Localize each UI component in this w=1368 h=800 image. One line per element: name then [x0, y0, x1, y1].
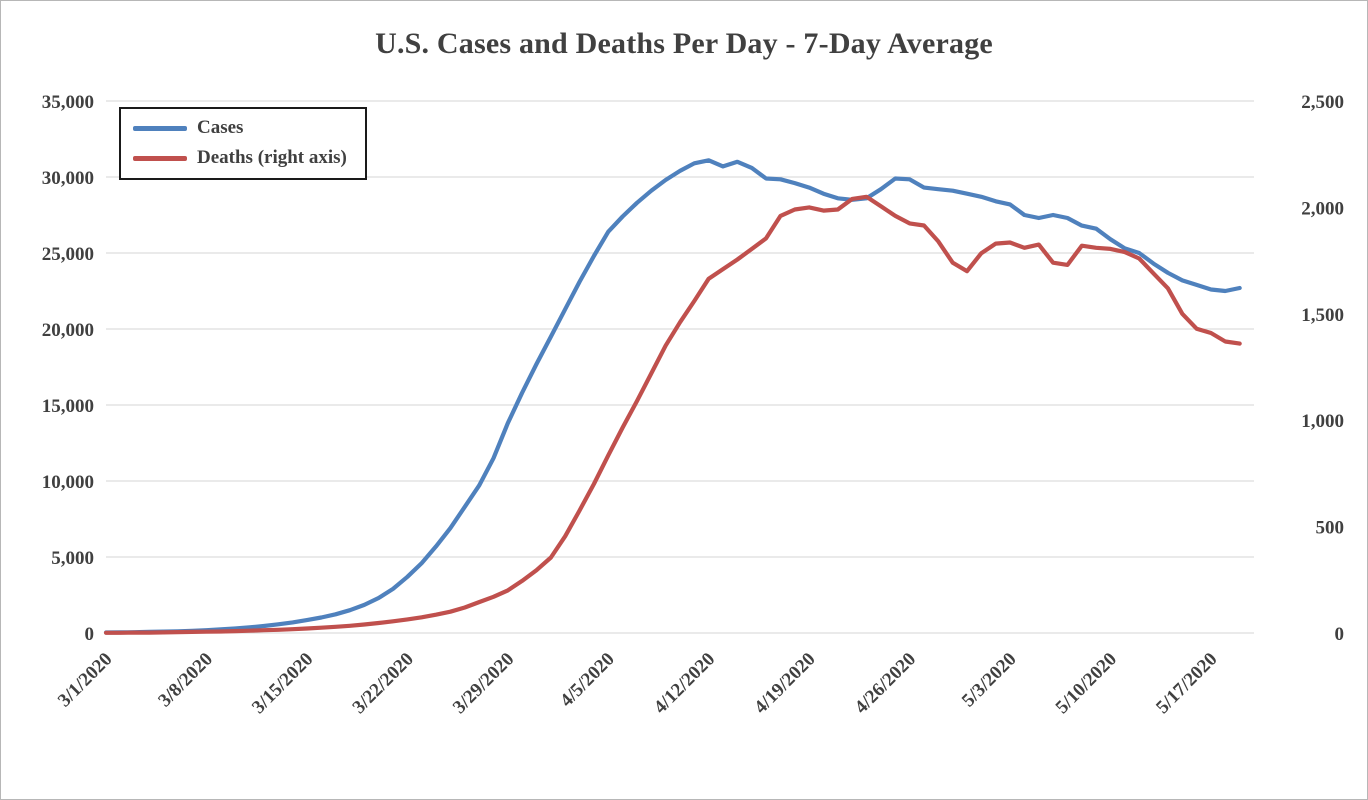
x-axis-tick-label: 3/22/2020: [349, 649, 418, 718]
x-axis-tick-label: 5/3/2020: [958, 649, 1021, 712]
left-axis-tick-label: 30,000: [42, 168, 94, 189]
legend-swatch-deaths: [133, 155, 187, 161]
x-axis-tick-label: 3/8/2020: [154, 649, 217, 712]
x-axis-tick-label: 3/15/2020: [248, 649, 317, 718]
left-axis-tick-label: 15,000: [42, 396, 94, 417]
legend-item-deaths: Deaths (right axis): [133, 146, 347, 169]
left-axis-tick-label: 35,000: [42, 92, 94, 113]
right-axis-tick-label: 0: [1335, 624, 1345, 645]
chart-title: U.S. Cases and Deaths Per Day - 7-Day Av…: [375, 27, 993, 60]
legend-item-cases: Cases: [133, 117, 347, 139]
x-axis-tick-label: 3/29/2020: [449, 649, 518, 718]
left-axis-tick-label: 20,000: [42, 320, 94, 341]
legend-label-cases: Cases: [197, 117, 244, 138]
left-axis-tick-label: 25,000: [42, 244, 94, 265]
right-axis-tick-label: 2,500: [1301, 92, 1344, 113]
x-axis-tick-label: 4/5/2020: [556, 649, 619, 712]
series-line-cases: [103, 158, 1242, 635]
right-axis-tick-label: 1,000: [1301, 411, 1344, 432]
left-axis-tick-label: 10,000: [42, 472, 94, 493]
legend-swatch-cases: [133, 125, 187, 131]
right-axis-tick-label: 2,000: [1301, 198, 1344, 219]
right-axis-tick-label: 500: [1316, 518, 1345, 539]
x-axis-tick-label: 5/10/2020: [1052, 649, 1121, 718]
left-axis-tick-label: 0: [85, 624, 95, 645]
x-axis-tick-label: 4/19/2020: [750, 649, 819, 718]
left-axis-tick-label: 5,000: [51, 548, 94, 569]
legend: Cases Deaths (right axis): [119, 107, 367, 180]
x-axis-tick-label: 5/17/2020: [1152, 649, 1221, 718]
x-axis-tick-label: 3/1/2020: [54, 649, 117, 712]
series-line-deaths: [103, 194, 1242, 635]
right-axis-tick-label: 1,500: [1301, 305, 1344, 326]
x-axis-tick-label: 4/26/2020: [851, 649, 920, 718]
legend-label-deaths: Deaths (right axis): [197, 146, 347, 168]
x-axis-tick-label: 4/12/2020: [650, 649, 719, 718]
